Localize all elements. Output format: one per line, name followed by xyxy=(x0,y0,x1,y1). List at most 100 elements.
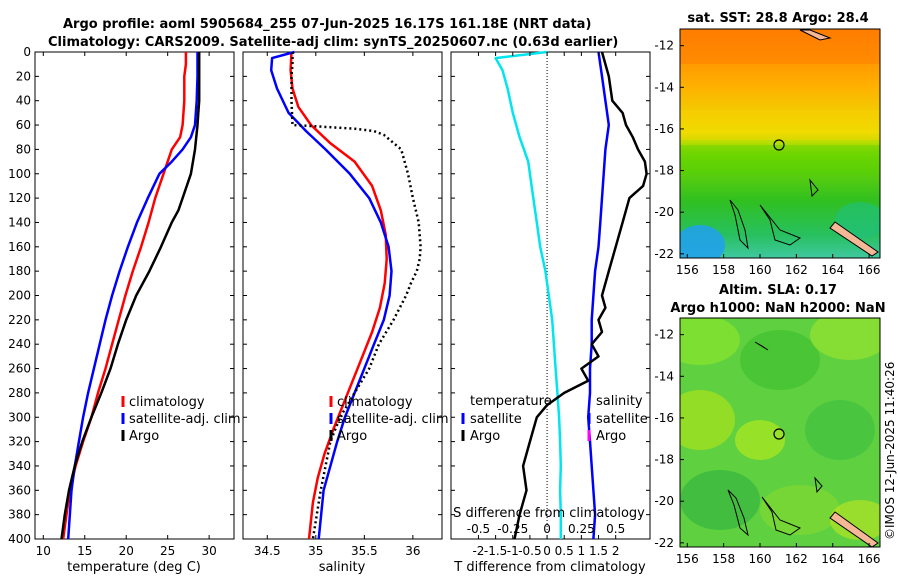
x-tick-label: 30 xyxy=(201,544,216,558)
sla-map xyxy=(680,318,880,547)
sst-map-title: sat. SST: 28.8 Argo: 28.4 xyxy=(687,11,868,26)
temperature-legend: climatology satellite-adj. clim Argo xyxy=(121,395,241,444)
argo-location-marker-sla xyxy=(773,428,785,440)
figure-title-line2: Climatology: CARS2009. Satellite-adj cli… xyxy=(48,35,618,50)
depth-tick-label: 300 xyxy=(8,410,31,424)
map-lat-label: -12 xyxy=(654,39,674,53)
sst-map xyxy=(680,29,880,258)
map-lon-label: 158 xyxy=(712,552,735,566)
map-lat-label: -22 xyxy=(654,247,674,261)
x-tick-label: 0 xyxy=(543,544,551,558)
map-lon-label: 156 xyxy=(676,552,699,566)
map-lon-label: 160 xyxy=(749,552,772,566)
x-tick-label: -1 xyxy=(507,544,519,558)
series-line-argo xyxy=(513,51,648,540)
legend-label: climatology xyxy=(337,395,413,410)
x-tick-label: 10 xyxy=(36,544,51,558)
argo-location-marker xyxy=(773,139,785,151)
salinity-axis-label: salinity xyxy=(319,560,366,575)
depth-tick-label: 200 xyxy=(8,289,31,303)
x-tick-labels: 10 15 20 25 30 34.5 35 35.5 36 -2 -1.5 -1 -0.5 0 0.5 1 1… xyxy=(36,52,620,558)
series-line-salinity-satellite xyxy=(586,51,611,540)
salinity-legend: climatology satellite-adj. clim Argo xyxy=(329,395,449,444)
legend-label: Argo xyxy=(337,429,367,444)
series-line-temperature-satellite xyxy=(494,50,563,539)
x-tick-label: 1.5 xyxy=(589,544,608,558)
series-line-satellite-adj-clim xyxy=(269,50,393,540)
depth-tick-label: 40 xyxy=(16,94,31,108)
depth-tick-label: 380 xyxy=(8,508,31,522)
map-lat-label: -22 xyxy=(654,536,674,550)
map-lat-label: -14 xyxy=(654,369,674,383)
salinity-series xyxy=(269,50,422,540)
sla-map-title-line2: Argo h1000: NaN h2000: NaN xyxy=(670,301,885,316)
temperature-panel xyxy=(34,51,235,540)
map-lat-label: -12 xyxy=(654,328,674,342)
legend-label: satellite xyxy=(470,412,522,427)
x-tick-label: 20 xyxy=(119,544,134,558)
map-lon-label: 162 xyxy=(785,552,808,566)
depth-tick-label: 240 xyxy=(8,337,31,351)
map-lon-label: 158 xyxy=(712,263,735,277)
depth-tick-label: 140 xyxy=(8,215,31,229)
x-tick-label: 34.5 xyxy=(254,544,281,558)
depth-tick-label: 400 xyxy=(8,532,31,546)
map-lat-label: -18 xyxy=(654,164,674,178)
t-difference-axis-label: T difference from climatology xyxy=(453,560,646,575)
series-line-climatology xyxy=(289,51,388,540)
x-tick-label: 0.5 xyxy=(555,544,574,558)
depth-tick-label: 340 xyxy=(8,459,31,473)
map-lat-label: -16 xyxy=(654,411,674,425)
x-tick-label: 35 xyxy=(308,544,323,558)
map-lat-label: -14 xyxy=(654,80,674,94)
legend-label: satellite-adj. clim xyxy=(129,412,241,427)
legend-label: climatology xyxy=(129,395,205,410)
series-line-argo xyxy=(290,52,422,540)
x-tick-label: 2 xyxy=(612,544,620,558)
depth-tick-label: 280 xyxy=(8,386,31,400)
sst-map-lat-labels: -12 -14 -16 -18 -20 -22 xyxy=(654,39,684,261)
s-tick-label: 0.5 xyxy=(606,522,625,536)
legend-header-temperature: temperature xyxy=(470,394,552,409)
sla-map-title-line1: Altim. SLA: 0.17 xyxy=(719,283,837,298)
figure-title-line1: Argo profile: aoml 5905684_255 07-Jun-20… xyxy=(63,17,591,32)
x-tick-label: -1.5 xyxy=(484,544,507,558)
temperature-series xyxy=(60,52,201,540)
depth-tick-label: 20 xyxy=(16,69,31,83)
map-lat-label: -18 xyxy=(654,453,674,467)
depth-tick-label: 80 xyxy=(16,142,31,156)
x-tick-label: 36 xyxy=(405,544,420,558)
s-tick-label: -0.5 xyxy=(467,522,490,536)
x-tick-label: -2 xyxy=(472,544,484,558)
legend-label: Argo xyxy=(596,429,626,444)
difference-series xyxy=(494,50,648,540)
depth-tick-label: 160 xyxy=(8,240,31,254)
x-tick-label: 1 xyxy=(578,544,586,558)
depth-tick-label: 320 xyxy=(8,435,31,449)
legend-label: Argo xyxy=(470,429,500,444)
map-lon-label: 156 xyxy=(676,263,699,277)
s-tick-label: -0.25 xyxy=(497,522,528,536)
series-line-argo xyxy=(60,52,201,540)
map-lon-label: 160 xyxy=(749,263,772,277)
map-lon-label: 166 xyxy=(858,552,881,566)
map-lat-label: -16 xyxy=(654,122,674,136)
difference-legend: temperature salinity satellite Argo satellit… xyxy=(461,394,648,444)
s-tick-label: 0.25 xyxy=(568,522,595,536)
difference-panel xyxy=(450,51,651,540)
depth-tick-label: 100 xyxy=(8,167,31,181)
legend-label: satellite-adj. clim xyxy=(337,412,449,427)
map-lon-label: 166 xyxy=(858,263,881,277)
sst-map-lon-labels: 156 158 160 162 164 166 xyxy=(676,254,881,277)
x-tick-label: 35.5 xyxy=(351,544,378,558)
depth-tick-label: 360 xyxy=(8,483,31,497)
sst-map-frame xyxy=(679,28,881,259)
salinity-panel xyxy=(242,51,443,540)
sla-map-frame xyxy=(679,317,881,548)
series-line-satellite-adj-clim xyxy=(66,52,199,540)
imos-watermark: ©IMOS 12-Jun-2025 11:40:26 xyxy=(883,362,897,540)
depth-tick-label: 0 xyxy=(23,45,31,59)
depth-tick-label: 260 xyxy=(8,362,31,376)
map-lon-label: 162 xyxy=(785,263,808,277)
